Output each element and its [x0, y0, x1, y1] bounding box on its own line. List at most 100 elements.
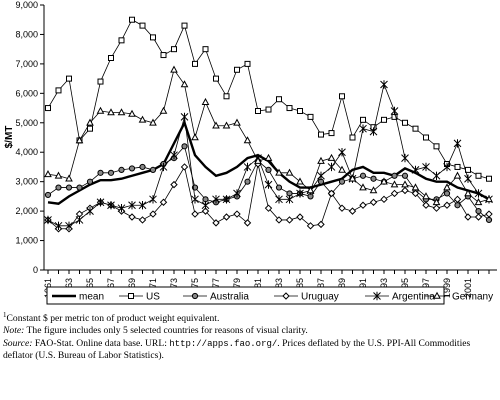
- data-point: [139, 163, 146, 171]
- data-point: [65, 184, 73, 191]
- y-tick-label: 5,000: [15, 118, 38, 128]
- data-point: [433, 143, 440, 150]
- data-point: [423, 134, 429, 141]
- y-axis-label: $/MT: [4, 126, 15, 149]
- data-point: [327, 189, 336, 198]
- data-point: [171, 46, 177, 53]
- data-point: [264, 180, 273, 189]
- data-point: [202, 46, 209, 53]
- data-point: [75, 136, 84, 144]
- data-point: [233, 189, 241, 198]
- data-point: [87, 125, 93, 132]
- data-point: [422, 162, 430, 172]
- data-point: [338, 204, 346, 212]
- data-point: [117, 203, 126, 213]
- note: Note: The figure includes only 5 selecte…: [3, 325, 308, 337]
- data-point: [65, 174, 73, 182]
- data-point: [97, 78, 104, 85]
- data-point: [201, 97, 210, 105]
- data-point: [191, 210, 199, 218]
- data-point: [44, 170, 52, 178]
- data-point: [54, 221, 63, 231]
- data-point: [97, 169, 104, 176]
- data-point: [233, 210, 241, 218]
- y-tick-label: 2,000: [15, 206, 38, 216]
- data-point: [411, 165, 420, 175]
- data-point: [86, 118, 94, 126]
- y-tick-label: 1,000: [15, 236, 38, 246]
- x-tick-label: 2001: [463, 278, 473, 298]
- data-point: [138, 216, 147, 224]
- data-point: [390, 189, 399, 198]
- data-point: [411, 189, 420, 198]
- data-point: [318, 131, 324, 138]
- data-point: [485, 210, 493, 218]
- data-point: [159, 198, 168, 206]
- data-point: [285, 168, 294, 176]
- data-point: [243, 162, 252, 172]
- legend-item-mean: mean: [52, 292, 104, 303]
- data-point: [401, 186, 409, 195]
- data-point: [128, 213, 136, 221]
- data-point: [275, 168, 283, 176]
- legend-marker: [433, 291, 441, 299]
- data-point: [327, 153, 336, 161]
- data-point: [276, 96, 282, 103]
- data-point: [86, 178, 94, 185]
- series-germany: [44, 65, 493, 206]
- legend-item-australia: Australia: [183, 292, 249, 303]
- legend-item-uruguay: Uruguay: [274, 292, 339, 303]
- data-point: [139, 22, 146, 29]
- y-tick-label: 8,000: [15, 29, 38, 39]
- data-point: [474, 189, 483, 198]
- legend-marker: [128, 293, 134, 299]
- source-url[interactable]: http://apps.fao.org/: [169, 338, 278, 349]
- legend-marker: [373, 291, 381, 301]
- data-point: [390, 180, 399, 188]
- data-point: [432, 171, 441, 180]
- y-tick-label: 4,000: [15, 147, 38, 157]
- data-point: [443, 201, 451, 209]
- legend-label: Uruguay: [301, 292, 339, 303]
- data-point: [76, 184, 83, 191]
- data-point: [55, 87, 62, 94]
- data-point: [360, 116, 366, 123]
- data-point: [486, 175, 492, 182]
- data-point: [338, 165, 346, 173]
- data-point: [44, 191, 52, 199]
- data-point: [233, 118, 241, 126]
- y-axis: 0 1,000 2,000 3,000 4,000 5,000 6,000 7,000 8,00…: [4, 0, 45, 275]
- legend-item-germany: Germany: [425, 292, 493, 303]
- legend: mean US Australia Uruguay Argentina Germany: [46, 286, 493, 305]
- data-point: [96, 106, 105, 114]
- data-point: [159, 106, 168, 114]
- data-point: [96, 198, 105, 207]
- data-point: [338, 148, 346, 157]
- series-lines: [44, 16, 493, 233]
- data-point: [212, 219, 220, 227]
- data-point: [370, 175, 377, 182]
- data-point: [401, 172, 409, 179]
- legend-item-argentina: Argentina: [365, 292, 435, 303]
- data-point: [170, 180, 178, 189]
- line-chart: 0 1,000 2,000 3,000 4,000 5,000 6,000 7,000 8,00…: [4, 0, 497, 305]
- legend-label: mean: [79, 292, 104, 303]
- data-point: [401, 153, 409, 163]
- data-point: [443, 162, 451, 172]
- data-point: [201, 207, 210, 215]
- data-point: [150, 34, 156, 41]
- data-point: [244, 178, 251, 185]
- data-point: [264, 153, 273, 161]
- data-point: [180, 163, 189, 171]
- data-point: [412, 125, 419, 132]
- source: Source: FAO-Stat. Online data base. URL:…: [3, 337, 471, 362]
- legend-item-us: US: [119, 292, 160, 303]
- data-point: [474, 213, 483, 221]
- data-point: [44, 215, 52, 225]
- x-tick-label: 1999: [442, 278, 452, 298]
- data-point: [317, 171, 325, 180]
- data-point: [359, 201, 367, 209]
- data-point: [432, 198, 441, 206]
- data-point: [453, 171, 462, 179]
- data-point: [475, 172, 482, 179]
